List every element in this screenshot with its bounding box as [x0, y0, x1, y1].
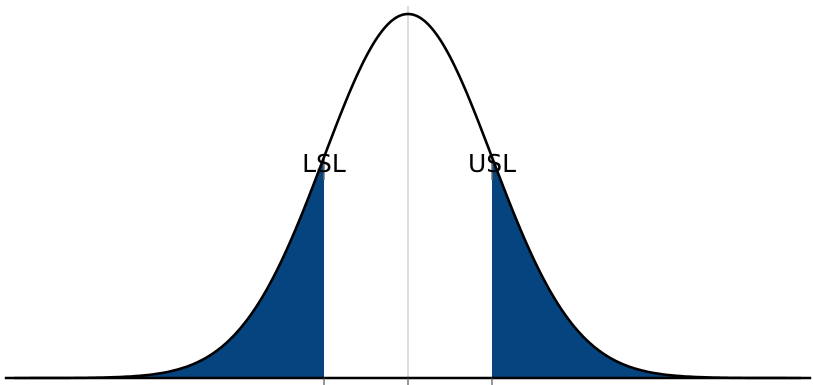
left-tail-area: [4, 157, 325, 378]
bell-curve: [4, 12, 812, 380]
right-tail-area: [492, 157, 812, 378]
lsl-label: LSL: [302, 149, 346, 178]
usl-label: USL: [468, 149, 516, 178]
